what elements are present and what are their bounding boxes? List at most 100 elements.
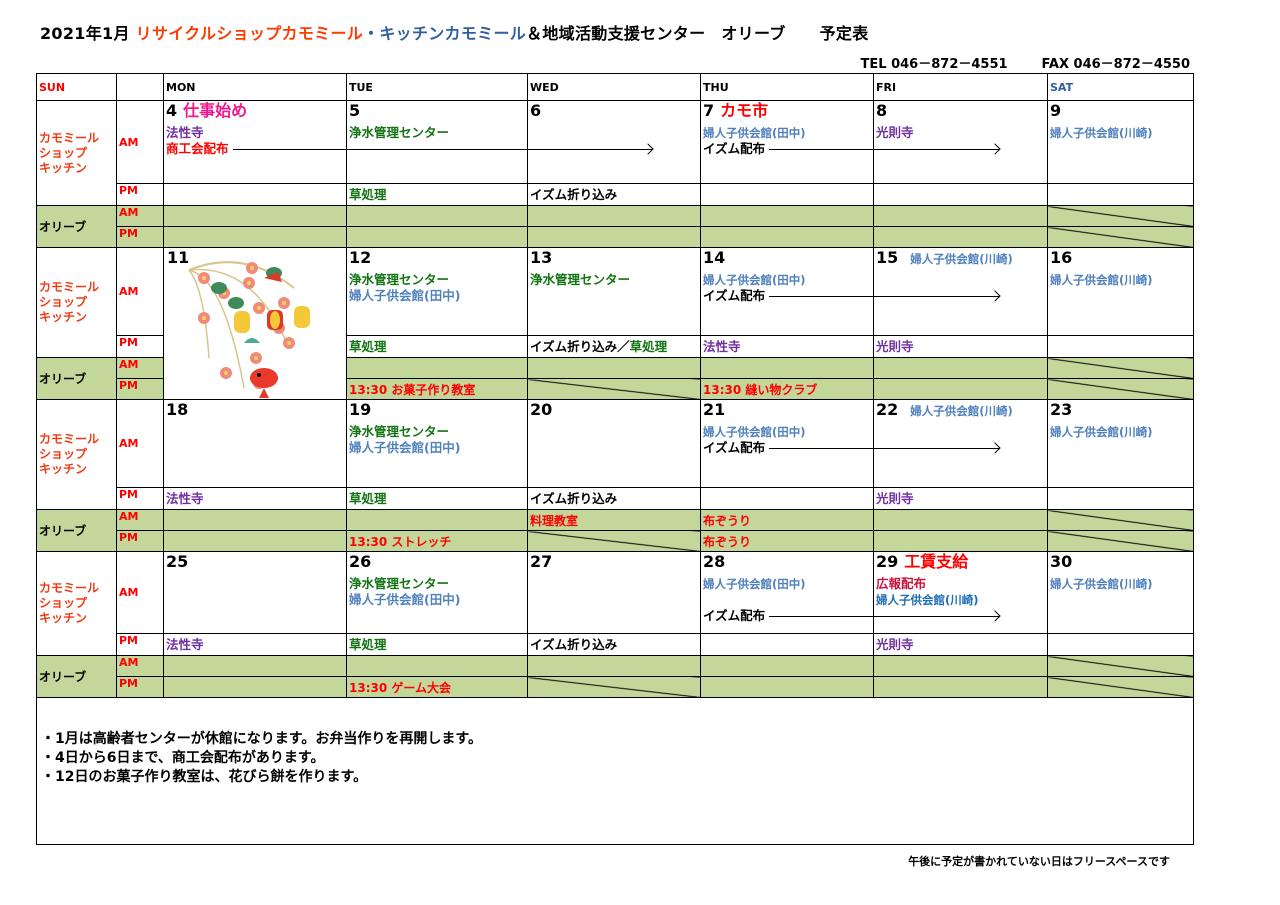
week-row-shop-am: カモミール ショップ キッチン AM 25 26 浄水管理センター 婦人子供会館(田中) 27 2…: [36, 551, 1194, 656]
contact-info: TEL 046－872－4551 FAX 046－872－4550: [861, 53, 1190, 72]
schedule-item: 光則寺: [876, 125, 1045, 141]
column-header-mon: MON: [163, 73, 347, 101]
schedule-item-text: 婦人子供会館(田中): [349, 288, 461, 303]
olive-cell-tue-am: [346, 509, 528, 531]
olive-cell-sat-pm: [1047, 378, 1194, 400]
schedule-item-text: 浄水管理センター: [530, 272, 631, 287]
day-cell-fri-am: 22 婦人子供会館(川崎): [873, 399, 1048, 488]
date-line: 23: [1050, 400, 1191, 420]
schedule-item: 婦人子供会館(田中): [703, 272, 871, 288]
date-line: 13: [530, 248, 698, 268]
footer-note: 午後に予定が書かれていない日はフリースペースです: [908, 855, 1170, 868]
schedule-item-text: イズム配布: [703, 608, 766, 623]
continuation-arrow: [769, 615, 999, 617]
day-cell-sat-am: 30 婦人子供会館(川崎): [1047, 551, 1194, 634]
olive-cell-thu-pm: [700, 226, 874, 248]
am-label: AM: [116, 509, 164, 531]
schedule-item-text: 光則寺: [876, 636, 914, 652]
title-schedule: 予定表: [819, 24, 869, 43]
schedule-item-text: 浄水管理センター: [349, 576, 450, 591]
week-row-olive-pm: PM 13:30 お菓子作り教室 13:30 縫い物クラブ: [37, 378, 1194, 400]
day-cell-sat-pm: [1047, 487, 1194, 510]
schedule-item: イズム配布: [703, 440, 871, 456]
date-number: 22: [876, 400, 899, 419]
week-row-olive-pm: PM: [37, 226, 1194, 248]
day-cell-wed-am: 20: [527, 399, 701, 488]
olive-cell-sat-pm: [1047, 530, 1194, 552]
olive-cell-fri-pm: [873, 226, 1048, 248]
am-items: 婦人子供会館(川崎): [1050, 272, 1191, 288]
date-line: 20: [530, 400, 698, 420]
olive-cell-mon-pm: [163, 530, 347, 552]
continuation-arrow: [769, 148, 999, 150]
schedule-item: 法性寺: [703, 339, 871, 355]
day-cell-tue-am: 12 浄水管理センター 婦人子供会館(田中): [346, 247, 528, 336]
day-cell-tue-pm: 草処理: [346, 633, 528, 656]
schedule-item: 婦人子供会館(田中): [703, 125, 871, 141]
olive-cell-thu-pm: [700, 676, 874, 698]
schedule-item: 婦人子供会館(田中): [349, 440, 525, 456]
olive-cell-sat-pm: [1047, 676, 1194, 698]
olive-cell-mon-am: [163, 655, 347, 677]
week-row-shop-am: カモミール ショップ キッチン AM 11 12 浄水管理センター 婦人子供会館(田中) 13 浄…: [36, 247, 1194, 400]
olive-cell-wed-pm: [527, 378, 701, 400]
date-line: 9: [1050, 101, 1191, 121]
olive-cell-wed-am: [527, 357, 701, 379]
day-cell-sat-am: 9 婦人子供会館(川崎): [1047, 100, 1194, 184]
day-cell-wed-pm: イズム折り込み: [527, 183, 701, 206]
date-number: 12: [349, 248, 372, 267]
date-line: 4 仕事始め: [166, 101, 344, 121]
day-cell-wed-pm: イズム折り込み: [527, 633, 701, 656]
olive-cell-mon-pm: [163, 676, 347, 698]
day-cell-mon-pm: 法性寺: [163, 633, 347, 656]
schedule-item-text: 草処理: [349, 186, 387, 202]
week-row-shop-pm: PM 草処理 イズム折り込み／草処理 法性寺 光則寺: [37, 335, 1194, 358]
week-row-olive-am: オリーブ AM: [36, 205, 1194, 248]
olive-cell-fri-am: [873, 655, 1048, 677]
am-items: 浄水管理センター 婦人子供会館(田中): [349, 576, 525, 608]
day-title: 婦人子供会館(川崎): [910, 404, 1013, 418]
schedule-item-text: 法性寺: [166, 636, 204, 652]
day-cell-tue-pm: 草処理: [346, 183, 528, 206]
day-cell-fri-am: 8 光則寺: [873, 100, 1048, 184]
date-number: 20: [530, 400, 553, 419]
tel-number: TEL 046－872－4551: [860, 57, 1008, 72]
day-cell-tue-pm: 草処理: [346, 335, 528, 358]
schedule-item: 婦人子供会館(田中): [703, 424, 871, 440]
row-label-shop-line: ショップ: [39, 145, 88, 160]
schedule-item: イズム配布: [703, 608, 871, 624]
schedule-item: 法性寺: [166, 637, 344, 653]
continuation-arrow: [769, 447, 999, 449]
schedule-item-text: 婦人子供会館(田中): [703, 126, 806, 140]
week-row-shop-pm: PM 法性寺 草処理 イズム折り込み 光則寺: [37, 633, 1194, 656]
schedule-item-text: 草処理: [349, 636, 387, 652]
pm-label: PM: [116, 378, 164, 400]
olive-cell-sat-am: [1047, 357, 1194, 379]
olive-cell-tue-am: [346, 205, 528, 227]
row-label-shop: カモミール ショップ キッチン: [36, 399, 117, 510]
date-line: 26: [349, 552, 525, 572]
olive-cell-thu-pm: 13:30 縫い物クラブ: [700, 378, 874, 400]
olive-cell-tue-pm: [346, 226, 528, 248]
pm-label: PM: [116, 335, 164, 358]
week-row-olive-am: オリーブ AM: [36, 655, 1194, 698]
olive-cell-tue-pm: 13:30 ストレッチ: [346, 530, 528, 552]
date-line: 30: [1050, 552, 1191, 572]
schedule-item: イズム配布: [703, 141, 871, 157]
fax-number: FAX 046－872－4550: [1041, 57, 1190, 72]
date-number: 15: [876, 248, 899, 267]
day-cell-mon-am: 25: [163, 551, 347, 634]
note-line: ・1月は高齢者センターが休館になります。お弁当作りを再開します。: [41, 731, 482, 747]
column-header-fri: FRI: [873, 73, 1048, 101]
schedule-item-text: 婦人子供会館(川崎): [876, 593, 979, 607]
schedule-item: 婦人子供会館(川崎): [1050, 424, 1191, 440]
schedule-item-text: イズム折り込み／: [530, 338, 630, 354]
date-number: 30: [1050, 552, 1073, 571]
date-number: 18: [166, 400, 189, 419]
schedule-item: 浄水管理センター: [349, 272, 525, 288]
date-line: 28: [703, 552, 871, 572]
row-label-shop-line: カモミール: [39, 581, 100, 595]
date-number: 19: [349, 400, 372, 419]
schedule-item: イズム折り込み: [530, 637, 698, 653]
olive-cell-wed-am: 料理教室: [527, 509, 701, 531]
